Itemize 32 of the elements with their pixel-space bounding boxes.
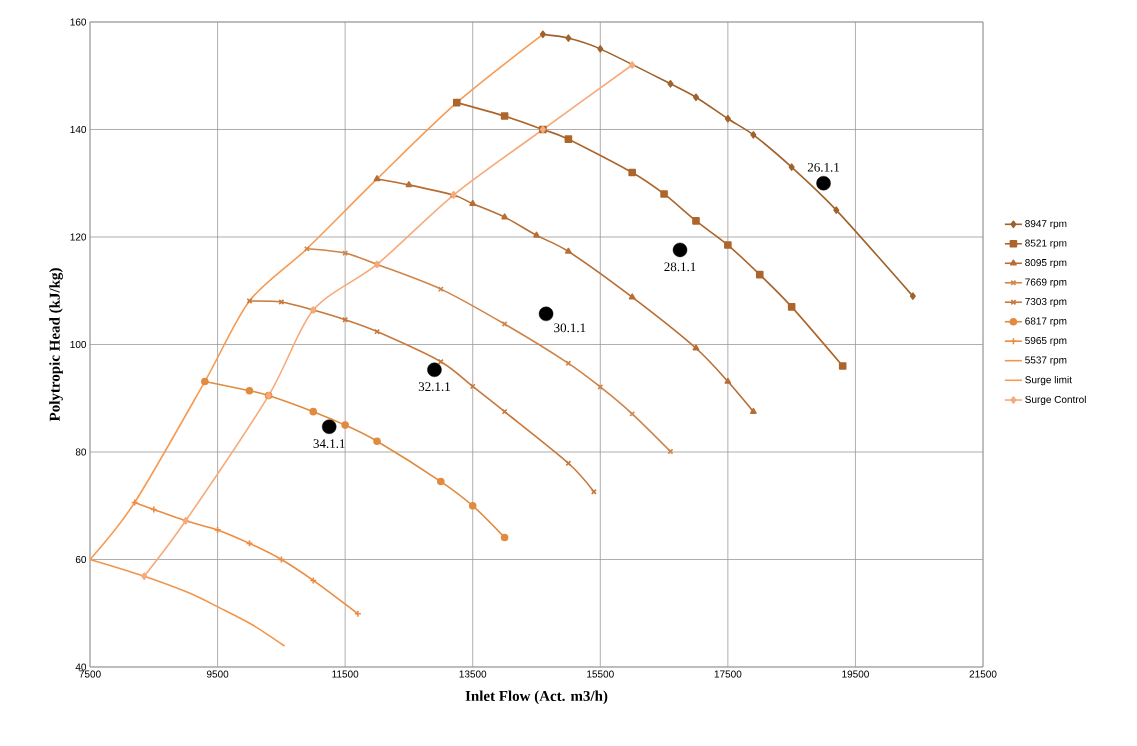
x-tick-label: 21500	[969, 670, 997, 678]
y-tick-label: 60	[75, 555, 87, 564]
x-tick-label: 17500	[714, 670, 742, 678]
x-tick-label: 13500	[459, 670, 487, 678]
legend-label: 8521 rpm	[1025, 239, 1067, 249]
x-tick-label: 9500	[206, 670, 229, 678]
annotation: 30.1.1	[554, 323, 586, 333]
legend-label: Surge Control	[1025, 395, 1086, 405]
x-axis-title: Inlet Flow (Act. m3/h)	[465, 690, 608, 705]
legend-label: 7669 rpm	[1025, 278, 1067, 288]
legend-label: 5965 rpm	[1025, 336, 1067, 347]
annotation: 28.1.1	[664, 262, 696, 272]
y-tick-label: 160	[70, 18, 87, 26]
y-axis-title: Polytropic Head (kJ/kg)	[49, 268, 63, 422]
y-tick-label: 40	[75, 663, 87, 671]
y-tick-label: 80	[75, 448, 87, 456]
y-tick-label: 120	[70, 233, 87, 241]
annotation: 34.1.1	[313, 439, 345, 449]
y-tick-label: 140	[70, 125, 87, 134]
y-tick-label: 100	[70, 340, 87, 349]
annotation: 26.1.1	[807, 162, 840, 172]
legend-label: Surge limit	[1025, 375, 1072, 386]
legend-label: 6817 rpm	[1025, 317, 1067, 327]
x-tick-label: 7500	[79, 670, 101, 678]
annotation: 32.1.1	[418, 382, 450, 392]
legend-label: 5537 rpm	[1025, 356, 1067, 366]
x-tick-label: 11500	[332, 670, 359, 678]
legend-label: 8095 rpm	[1025, 259, 1067, 269]
legend-label: 8947 rpm	[1025, 220, 1067, 230]
x-tick-label: 15500	[587, 670, 614, 678]
x-tick-label: 19500	[842, 670, 869, 678]
legend-label: 7303 rpm	[1025, 297, 1067, 308]
